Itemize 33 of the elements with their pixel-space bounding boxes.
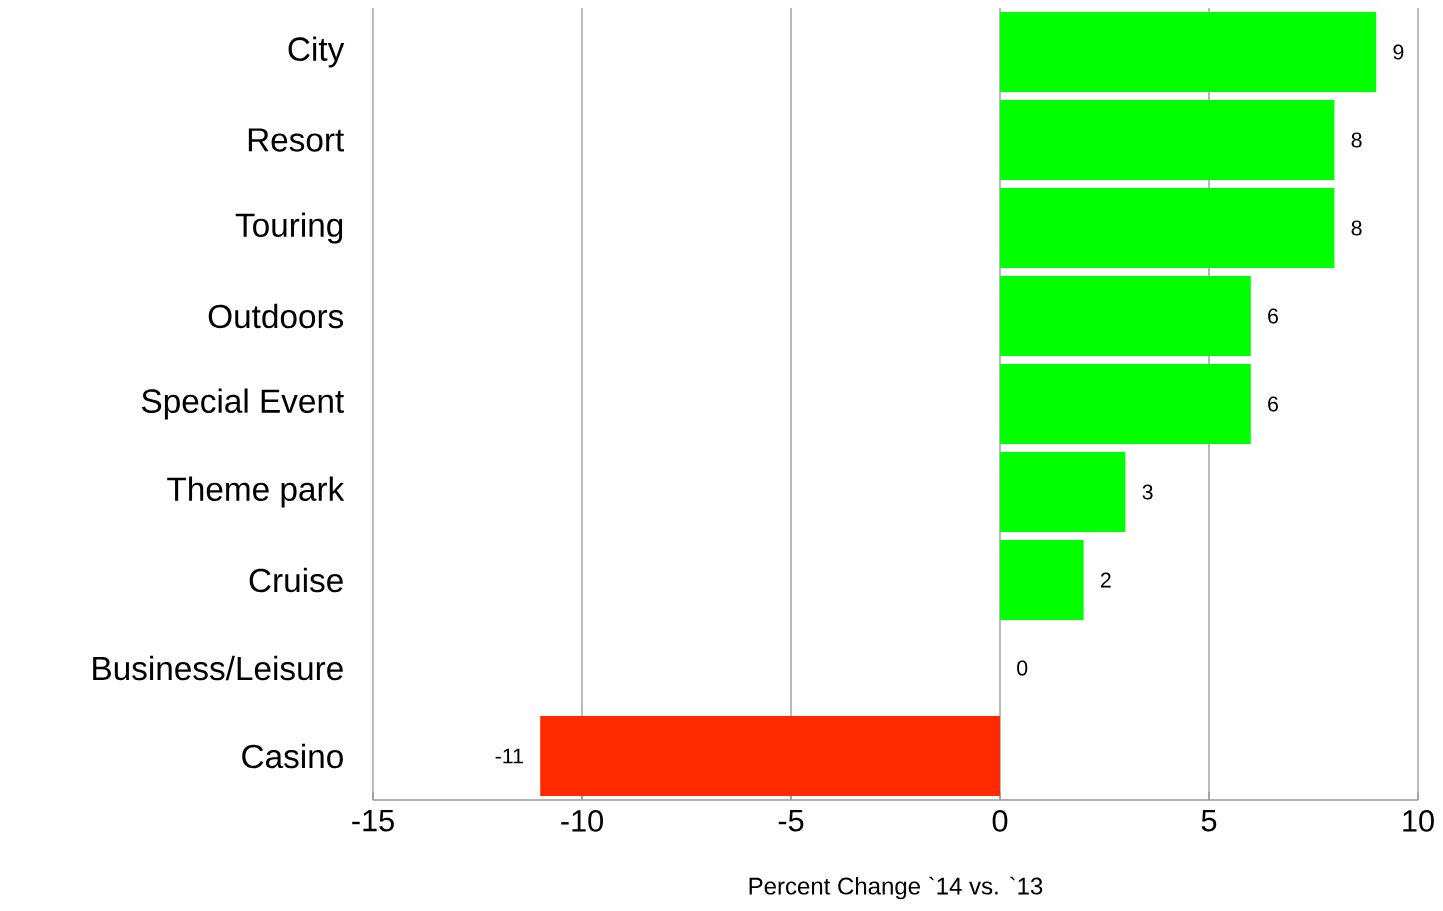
bar <box>1000 100 1335 181</box>
data-label: 0 <box>1017 660 1028 676</box>
data-label: 2 <box>1100 572 1111 588</box>
x-tick-label: 5 <box>1201 810 1217 832</box>
x-tick-label: -5 <box>778 810 804 832</box>
y-tick-label: Special Event <box>141 388 344 420</box>
bar <box>1000 540 1084 621</box>
data-label: 8 <box>1351 132 1362 148</box>
x-axis-title: Percent Change `14 vs. `13 <box>749 876 1043 900</box>
data-label: 3 <box>1142 484 1153 500</box>
bar <box>1000 188 1335 269</box>
bar <box>1000 364 1251 445</box>
x-tick-label: -10 <box>561 810 603 832</box>
data-label: -11 <box>495 748 523 764</box>
y-tick-label: Business/Leisure <box>93 655 343 681</box>
y-tick-label: Cruise <box>249 567 343 593</box>
x-tick-label: -15 <box>352 810 394 832</box>
bar <box>1000 12 1377 93</box>
data-label: 6 <box>1268 308 1278 324</box>
x-tick-label: 0 <box>992 810 1008 832</box>
bar <box>1000 276 1251 357</box>
bar <box>540 716 1000 797</box>
y-tick-label: Casino <box>242 743 343 769</box>
y-tick-label: City <box>288 36 345 68</box>
x-tick-label: 10 <box>1403 810 1434 832</box>
data-label: 9 <box>1393 44 1404 60</box>
y-tick-label: Resort <box>248 128 345 152</box>
y-tick-label: Outdoors <box>208 303 344 329</box>
bar <box>1000 452 1126 533</box>
data-label: 8 <box>1351 220 1362 236</box>
y-tick-label: Theme park <box>167 476 345 508</box>
y-tick-label: Touring <box>235 212 343 244</box>
data-label: 6 <box>1268 396 1278 412</box>
